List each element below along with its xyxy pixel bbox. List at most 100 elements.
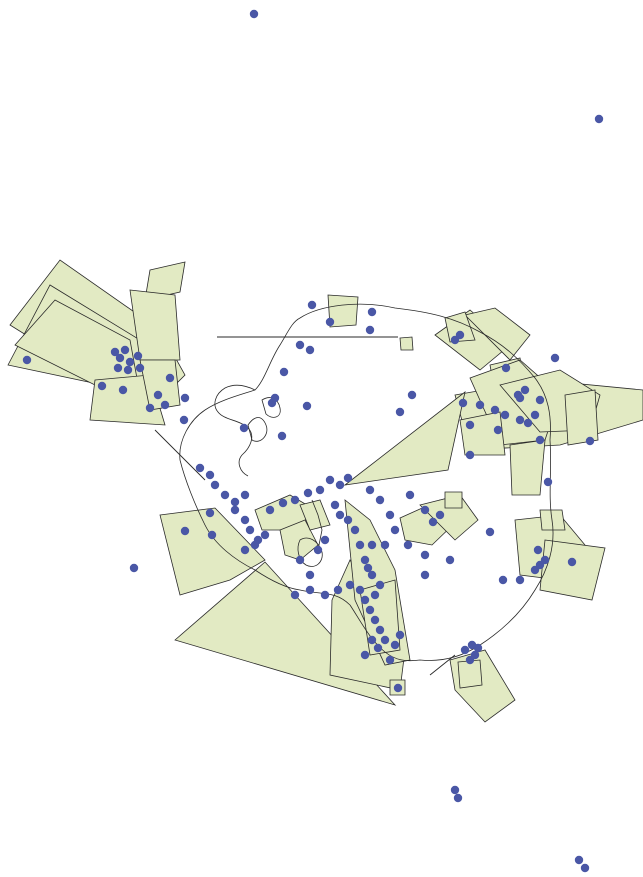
sample-point [393, 683, 403, 693]
sample-point [220, 490, 230, 500]
sample-point [333, 585, 343, 595]
sample-point [290, 495, 300, 505]
sample-point [295, 340, 305, 350]
sample-point [240, 545, 250, 555]
sample-point [249, 9, 259, 19]
sample-point [493, 425, 503, 435]
coverage-polygon [343, 391, 466, 486]
sample-point [375, 495, 385, 505]
sample-point [435, 510, 445, 520]
sample-point [343, 473, 353, 483]
sample-point [250, 540, 260, 550]
sample-point [180, 526, 190, 536]
sample-point [574, 855, 584, 865]
sample-point [390, 640, 400, 650]
sample-point [458, 398, 468, 408]
sample-point [367, 307, 377, 317]
sample-point [420, 570, 430, 580]
coverage-polygon [14, 299, 141, 396]
sample-point [428, 517, 438, 527]
sample-point [470, 650, 480, 660]
sample-point [453, 793, 463, 803]
sample-point [307, 300, 317, 310]
sample-point [22, 355, 32, 365]
sample-point [355, 585, 365, 595]
sample-point [375, 580, 385, 590]
sample-point [260, 530, 270, 540]
sample-point [580, 863, 590, 873]
sample-point [420, 550, 430, 560]
sample-point [207, 530, 217, 540]
sample-point [113, 363, 123, 373]
sample-point [485, 527, 495, 537]
ice-shelf-outline [261, 397, 281, 418]
sample-point [245, 525, 255, 535]
sample-point [523, 418, 533, 428]
sample-point [350, 525, 360, 535]
sample-point [313, 545, 323, 555]
transect-line [154, 429, 206, 481]
coastline [179, 303, 554, 662]
coverage-polygon [279, 519, 319, 561]
sample-point [230, 505, 240, 515]
sample-point [279, 367, 289, 377]
sample-point [110, 347, 120, 357]
sample-point [535, 435, 545, 445]
coverage-polygon [457, 659, 483, 689]
sample-point [550, 353, 560, 363]
sample-point [540, 555, 550, 565]
sample-point [367, 635, 377, 645]
coverage-polygon [139, 359, 181, 411]
sample-point [355, 540, 365, 550]
sample-point [360, 555, 370, 565]
sample-point [145, 403, 155, 413]
sample-point [460, 645, 470, 655]
sample-point [360, 595, 370, 605]
sample-point [120, 345, 130, 355]
sample-point [305, 585, 315, 595]
sample-point [594, 114, 604, 124]
ice-shelf-outline [247, 417, 268, 442]
sample-point [385, 510, 395, 520]
sample-point [267, 398, 277, 408]
transect-line [429, 654, 456, 676]
sample-point [180, 393, 190, 403]
sample-point [325, 475, 335, 485]
sample-point [239, 423, 249, 433]
sample-point [277, 431, 287, 441]
coastline-layer [179, 303, 554, 662]
sample-points-layer [22, 9, 604, 873]
sample-point [230, 497, 240, 507]
sample-point [498, 575, 508, 585]
coverage-polygon [129, 289, 181, 361]
sample-point [295, 555, 305, 565]
sample-point [320, 535, 330, 545]
sample-point [407, 390, 417, 400]
coverage-polygon [399, 336, 414, 351]
sample-point [420, 505, 430, 515]
sample-point [370, 590, 380, 600]
sample-point [205, 470, 215, 480]
sample-point [375, 625, 385, 635]
ross-sea-outline [297, 537, 323, 567]
coverage-polygon [144, 261, 186, 301]
sample-point [543, 477, 553, 487]
sample-point [343, 515, 353, 525]
sample-point [320, 590, 330, 600]
sample-point [405, 490, 415, 500]
sample-point [205, 508, 215, 518]
sample-point [240, 515, 250, 525]
sample-point [305, 345, 315, 355]
sample-point [395, 407, 405, 417]
sample-point [363, 563, 373, 573]
sample-point [129, 563, 139, 573]
sample-point [395, 630, 405, 640]
sample-point [535, 395, 545, 405]
sample-point [490, 405, 500, 415]
sample-point [123, 365, 133, 375]
sample-point [265, 505, 275, 515]
sample-point [515, 575, 525, 585]
sample-point [335, 480, 345, 490]
sample-point [380, 540, 390, 550]
sample-point [278, 498, 288, 508]
